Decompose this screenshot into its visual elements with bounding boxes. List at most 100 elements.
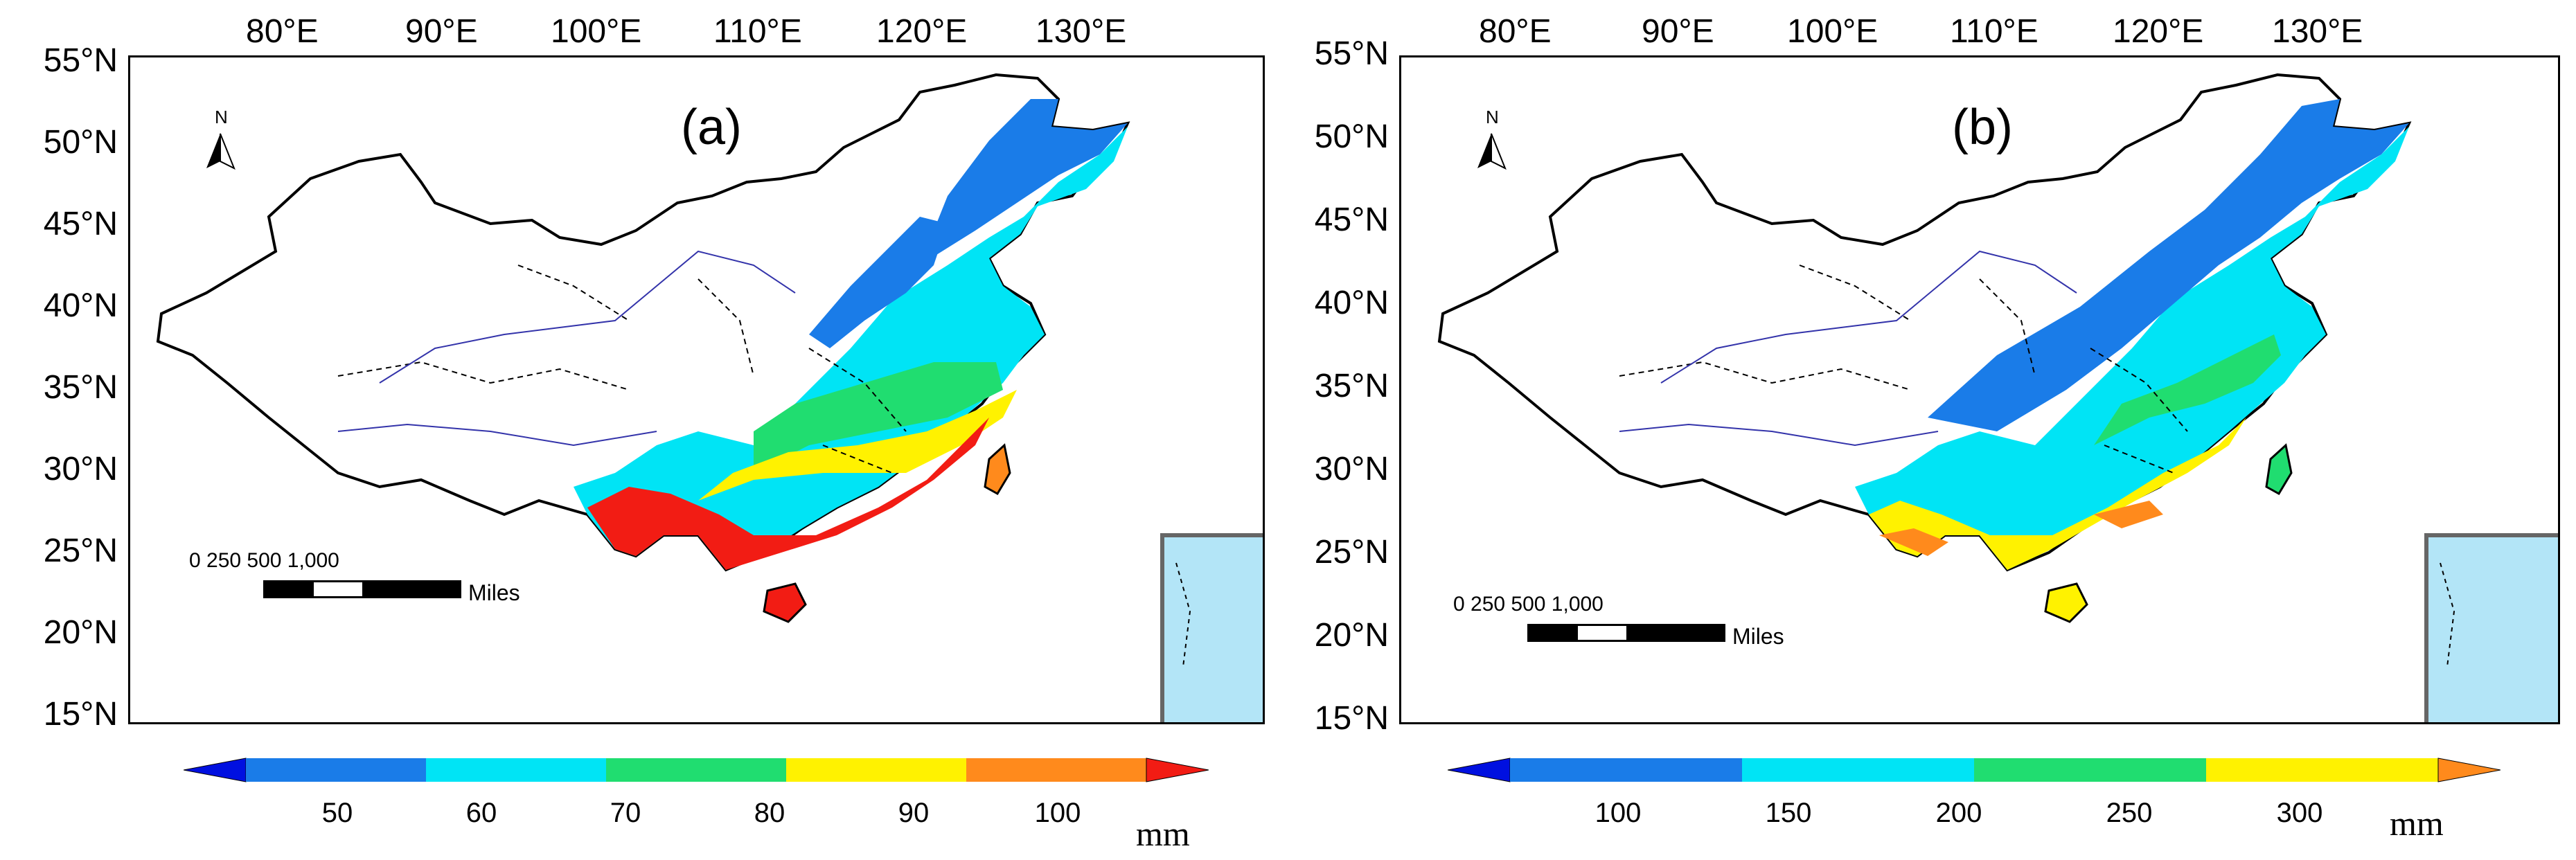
- colorbar-a: [184, 758, 1209, 782]
- colorbar-segment: [1146, 758, 1209, 782]
- lat-label: 45°N: [1314, 201, 1389, 238]
- colorbar-segment: [1510, 758, 1742, 782]
- hainan-island: [2044, 582, 2088, 623]
- colorbar-segment: [246, 758, 426, 782]
- unit-label: mm: [2390, 804, 2444, 843]
- lat-label: 15°N: [1314, 700, 1389, 737]
- yangtze-river: [337, 423, 657, 447]
- province-borders: [337, 265, 907, 474]
- precipitation-map: N: [156, 73, 1263, 722]
- colorbar-tick: 70: [610, 798, 641, 828]
- colorbar-segment: [966, 758, 1146, 782]
- lon-label: 110°E: [1950, 13, 2038, 50]
- yellow-zone: [698, 390, 1017, 501]
- lat-label: 30°N: [43, 451, 118, 487]
- unit-label: mm: [1136, 814, 1190, 853]
- panel-title: (b): [1952, 100, 2013, 155]
- lat-label: 55°N: [1314, 35, 1389, 72]
- lon-label: 110°E: [713, 13, 802, 50]
- scale-unit: Miles: [1732, 624, 1784, 649]
- north-label: N: [1486, 107, 1499, 127]
- colorbar-tick: 90: [898, 798, 930, 828]
- lat-label: 50°N: [1314, 118, 1389, 155]
- nine-dash-line: [2440, 562, 2455, 668]
- colorbar-tick: 100: [1034, 798, 1081, 828]
- map-frame: N (a) 0 250 500 1,000 Miles: [128, 55, 1265, 724]
- blue-zone: [1928, 99, 2409, 431]
- colorbar-segment: [2206, 758, 2438, 782]
- colorbar-tick: 60: [465, 798, 497, 828]
- lon-label: 100°E: [1787, 13, 1878, 50]
- lat-label: 15°N: [43, 696, 118, 733]
- colorbar-segment: [184, 758, 247, 782]
- scale-bar: [1527, 624, 1725, 642]
- yellow-river: [1660, 250, 2077, 384]
- lon-label: 80°E: [1479, 13, 1552, 50]
- nine-dash-line: [1175, 562, 1191, 668]
- province-borders: [1619, 265, 2188, 474]
- taiwan-island: [2265, 443, 2293, 496]
- colorbar-segment: [1974, 758, 2206, 782]
- red-zone: [587, 418, 989, 570]
- green-zone: [754, 362, 1003, 473]
- precipitation-map: N: [1437, 73, 2558, 722]
- orange-zone: [1879, 501, 2163, 556]
- lat-label: 35°N: [1314, 368, 1389, 404]
- colorbar-segment: [426, 758, 606, 782]
- lat-label: 25°N: [1314, 534, 1389, 571]
- lon-label: 120°E: [876, 13, 968, 50]
- blue-zone-north: [809, 217, 948, 348]
- map-panel-b: 80°E 90°E 100°E 110°E 120°E 130°E 55°N 5…: [1281, 0, 2576, 860]
- lat-label: 40°N: [43, 287, 118, 324]
- lat-label: 30°N: [1314, 451, 1389, 487]
- scale-numbers: 0 250 500 1,000: [189, 549, 339, 572]
- north-arrow-right: [220, 133, 236, 170]
- green-zone: [2094, 334, 2281, 445]
- south-china-sea-inset: [2424, 533, 2558, 722]
- lon-label: 100°E: [551, 13, 642, 50]
- lat-label: 45°N: [43, 206, 118, 242]
- scale-bar: [263, 580, 461, 598]
- colorbar-tick: 50: [321, 798, 353, 828]
- hainan-island: [763, 582, 807, 623]
- lat-label: 25°N: [43, 532, 118, 569]
- colorbar-b: [1448, 758, 2501, 782]
- panel-title: (a): [681, 100, 742, 155]
- north-label: N: [215, 107, 228, 127]
- lat-label: 20°N: [43, 614, 118, 651]
- colorbar-tick: 100: [1595, 798, 1642, 828]
- map-frame: N (b) 0 250 500 1,000 Miles: [1399, 55, 2560, 724]
- lon-label: 80°E: [246, 13, 319, 50]
- lat-label: 50°N: [43, 124, 118, 161]
- lon-label: 130°E: [1036, 13, 1127, 50]
- map-panel-a: 80°E 90°E 100°E 110°E 120°E 130°E 55°N 5…: [0, 0, 1281, 860]
- lat-label: 55°N: [43, 42, 118, 79]
- cyan-zone: [574, 127, 1128, 570]
- lon-label: 130°E: [2272, 13, 2363, 50]
- yellow-zone: [1869, 418, 2246, 570]
- lon-label: 90°E: [405, 13, 478, 50]
- colorbar-segment: [1742, 758, 1974, 782]
- colorbar-tick: 250: [2106, 798, 2153, 828]
- north-arrow-right: [1491, 133, 1507, 170]
- north-arrow: [206, 134, 220, 168]
- yangtze-river: [1619, 423, 1939, 447]
- south-china-sea-inset: [1160, 533, 1263, 722]
- scale-unit: Miles: [468, 580, 520, 605]
- taiwan-island: [984, 443, 1011, 496]
- colorbar-segment: [1448, 758, 1511, 782]
- cyan-zone: [1855, 127, 2409, 570]
- lon-label: 90°E: [1642, 13, 1714, 50]
- lon-label: 120°E: [2113, 13, 2204, 50]
- lat-label: 35°N: [43, 369, 118, 406]
- lat-label: 20°N: [1314, 617, 1389, 654]
- north-arrow: [1477, 134, 1491, 168]
- colorbar-tick: 200: [1935, 798, 1982, 828]
- colorbar-tick: 300: [2276, 798, 2323, 828]
- colorbar-segment: [2437, 758, 2501, 782]
- scale-numbers: 0 250 500 1,000: [1453, 593, 1604, 616]
- lat-label: 40°N: [1314, 285, 1389, 321]
- yellow-river: [379, 250, 796, 384]
- colorbar-tick: 80: [754, 798, 785, 828]
- colorbar-segment: [786, 758, 966, 782]
